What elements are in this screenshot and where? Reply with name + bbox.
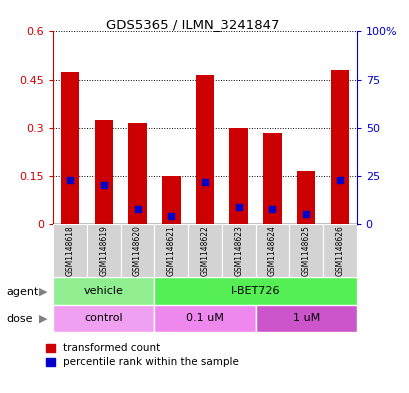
Text: GSM1148620: GSM1148620 <box>133 225 142 276</box>
Bar <box>330 70 348 224</box>
Text: GSM1148624: GSM1148624 <box>267 225 276 276</box>
Text: I-BET726: I-BET726 <box>230 286 280 296</box>
Bar <box>53 305 154 332</box>
Point <box>235 204 241 210</box>
Bar <box>221 224 255 277</box>
Legend: transformed count, percentile rank within the sample: transformed count, percentile rank withi… <box>46 343 238 367</box>
Point <box>336 176 342 183</box>
Text: 0.1 uM: 0.1 uM <box>186 313 223 323</box>
Bar <box>255 305 356 332</box>
Point <box>201 178 208 185</box>
Text: GSM1148621: GSM1148621 <box>166 225 175 276</box>
Point <box>134 206 141 212</box>
Bar <box>229 128 247 224</box>
Point <box>67 176 73 183</box>
Text: vehicle: vehicle <box>84 286 124 296</box>
Bar <box>120 224 154 277</box>
Text: 1 uM: 1 uM <box>292 313 319 323</box>
Bar <box>53 224 87 277</box>
Point <box>302 211 309 217</box>
Bar <box>94 120 113 224</box>
Bar <box>289 224 322 277</box>
Text: ▶: ▶ <box>39 314 47 324</box>
Text: GSM1148625: GSM1148625 <box>301 225 310 276</box>
Bar <box>255 224 289 277</box>
Bar <box>322 224 356 277</box>
Bar <box>188 224 221 277</box>
Bar <box>263 132 281 224</box>
Bar <box>61 72 79 224</box>
Bar <box>154 277 356 305</box>
Text: GSM1148622: GSM1148622 <box>200 225 209 276</box>
Point <box>268 206 275 212</box>
Point <box>100 182 107 189</box>
Point <box>168 213 174 219</box>
Bar <box>53 277 154 305</box>
Text: agent: agent <box>6 286 38 297</box>
Bar <box>87 224 120 277</box>
Bar <box>162 176 180 224</box>
Bar <box>154 224 188 277</box>
Text: ▶: ▶ <box>39 286 47 297</box>
Bar <box>154 305 255 332</box>
Text: control: control <box>84 313 123 323</box>
Text: GSM1148626: GSM1148626 <box>335 225 344 276</box>
Bar <box>128 123 146 224</box>
Text: GSM1148618: GSM1148618 <box>65 225 74 276</box>
Bar <box>296 171 315 224</box>
Text: GSM1148623: GSM1148623 <box>234 225 243 276</box>
Bar <box>195 75 214 224</box>
Text: GSM1148619: GSM1148619 <box>99 225 108 276</box>
Text: dose: dose <box>6 314 33 324</box>
Text: GDS5365 / ILMN_3241847: GDS5365 / ILMN_3241847 <box>106 18 279 31</box>
